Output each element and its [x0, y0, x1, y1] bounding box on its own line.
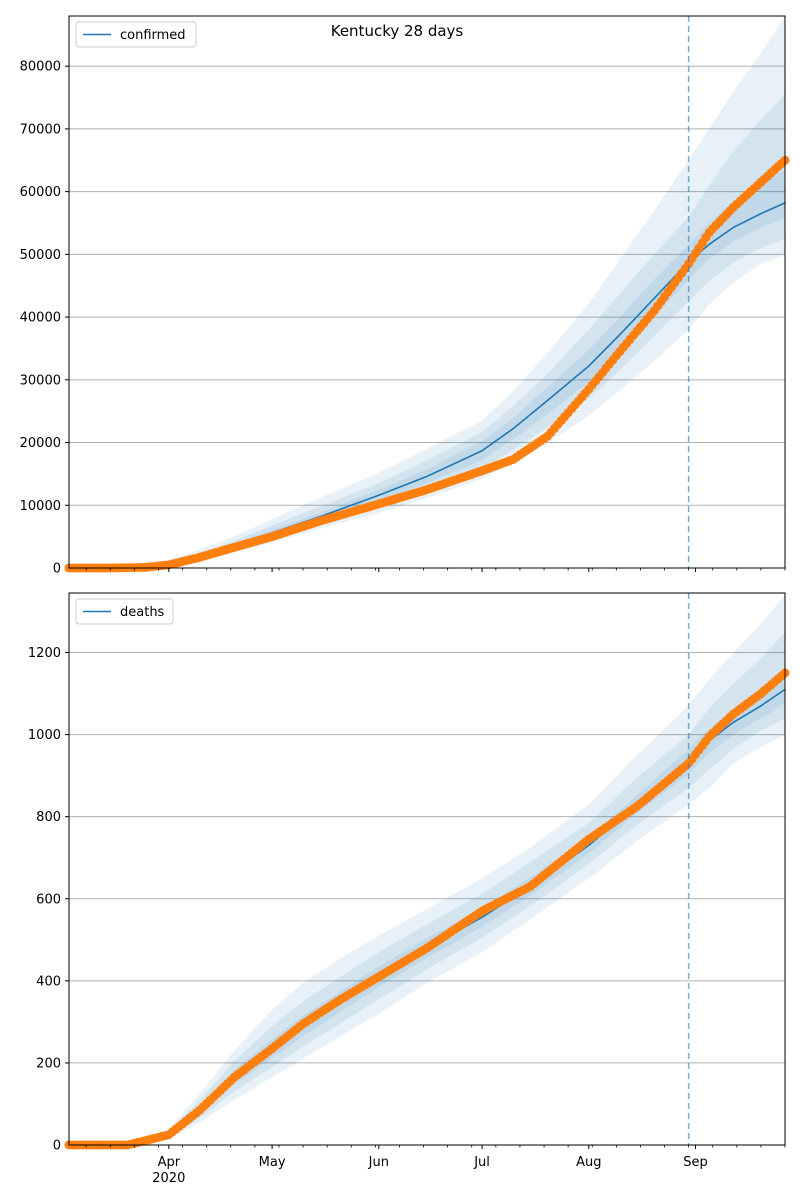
x-tick-label: May	[259, 1155, 286, 1170]
y-tick-label: 40000	[20, 311, 61, 326]
y-tick-label: 60000	[20, 185, 61, 200]
y-tick-label: 400	[36, 974, 61, 989]
y-tick-label: 800	[36, 810, 61, 825]
axes-frame	[68, 592, 786, 1146]
confidence-band	[69, 16, 785, 568]
y-tick-label: 200	[36, 1056, 61, 1071]
legend-box	[75, 598, 174, 625]
y-tick-label: 0	[53, 1139, 61, 1154]
legend-label: confirmed	[120, 28, 186, 43]
y-tick-label: 50000	[20, 248, 61, 263]
legend-label: deaths	[120, 605, 165, 620]
y-tick-label: 0	[53, 562, 61, 577]
x-tick-label: Jun	[368, 1155, 389, 1170]
x-tick-label: Aug	[576, 1155, 601, 1170]
y-tick-label: 80000	[20, 60, 61, 75]
confirmed-panel: 0 10000 20000 30000 40000 50000 60000 70000 8000…	[20, 15, 790, 577]
y-tick-label: 1000	[28, 728, 61, 743]
x-tick-label: Apr	[158, 1155, 181, 1170]
y-tick-label: 600	[36, 892, 61, 907]
y-tick-label: 70000	[20, 122, 61, 137]
y-tick-label: 1200	[28, 646, 61, 661]
y-tick-label: 20000	[20, 436, 61, 451]
y-tick-label: 30000	[20, 373, 61, 388]
figure-title: Kentucky 28 days	[331, 22, 464, 40]
x-year-label: 2020	[152, 1171, 185, 1186]
x-tick-label: Jul	[473, 1155, 490, 1170]
legend-box	[75, 21, 197, 48]
axes-frame	[68, 15, 786, 569]
x-tick-label: Sep	[683, 1155, 708, 1170]
y-tick-label: 10000	[20, 499, 61, 514]
